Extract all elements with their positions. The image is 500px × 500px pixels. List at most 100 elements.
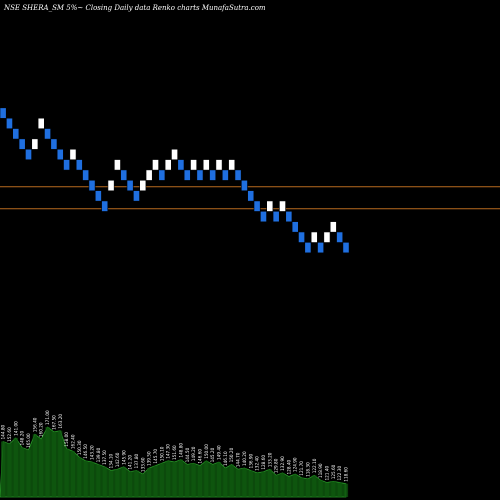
volume-bar-34 (216, 462, 222, 497)
renko-brick-52 (329, 221, 337, 233)
reference-lines (0, 186, 500, 210)
volume-label-42: 133.20 (267, 452, 272, 467)
volume-label-26: 147.30 (166, 444, 171, 459)
volume-label-9: 163.20 (58, 414, 63, 429)
volume-bar-15 (96, 464, 101, 497)
volume-label-48: 118.30 (305, 462, 310, 477)
volume-bar-22 (140, 474, 145, 497)
volume-label-15: 139.80 (96, 447, 101, 462)
volume-label-45: 128.40 (286, 459, 291, 474)
volume-bar-8 (51, 431, 56, 497)
volume-label-22: 133.60 (140, 457, 145, 472)
volume-label-49: 122.10 (312, 458, 317, 473)
volume-bar-54 (343, 483, 349, 497)
volume-bar-30 (191, 463, 196, 497)
volume-bar-39 (248, 470, 253, 497)
volume-label-1: 152.60 (7, 427, 12, 442)
volume-label-2: 141.00 (13, 421, 18, 436)
volume-bar-38 (242, 468, 247, 497)
renko-brick-5 (31, 138, 39, 150)
volume-label-12: 150.30 (77, 440, 82, 455)
volume-label-21: 137.80 (134, 453, 139, 468)
volume-bar-53 (337, 482, 342, 497)
renko-brick-24 (152, 159, 159, 171)
volume-bar-41 (261, 471, 266, 497)
renko-brick-22 (139, 179, 147, 192)
volume-bar-43 (274, 475, 279, 497)
volume-bar-36 (229, 464, 234, 497)
volume-label-11: 162.40 (70, 434, 75, 449)
volume-label-30: 149.20 (191, 446, 196, 461)
volume-label-19: 145.90 (121, 450, 126, 465)
volume-label-3: 148.20 (20, 431, 25, 446)
renko-brick-38 (241, 179, 248, 192)
volume-label-10: 158.00 (64, 432, 69, 447)
renko-brick-31 (196, 169, 204, 181)
renko-brick-8 (50, 138, 58, 150)
renko-brick-25 (158, 169, 166, 181)
volume-bar-28 (178, 459, 183, 497)
volume-panel (0, 426, 349, 498)
volume-bar-1 (7, 443, 12, 497)
volume-label-46: 124.90 (293, 457, 298, 472)
volume-bar-24 (153, 465, 158, 497)
renko-brick-23 (145, 169, 153, 181)
volume-label-50: 118.90 (318, 463, 323, 478)
volume-label-41: 128.60 (261, 455, 266, 470)
renko-brick-19 (120, 169, 128, 181)
volume-bar-33 (210, 464, 215, 497)
volume-label-43: 129.80 (274, 458, 279, 473)
volume-label-44: 132.90 (280, 456, 285, 471)
volume-bar-17 (108, 470, 114, 497)
volume-bar-20 (128, 471, 133, 497)
volume-label-38: 140.20 (242, 451, 247, 466)
renko-brick-53 (336, 231, 344, 243)
volume-label-6: 160.20 (39, 422, 44, 437)
renko-brick-6 (37, 117, 45, 130)
renko-brick-26 (164, 159, 172, 171)
volume-label-13: 146.50 (83, 444, 88, 459)
volume-bar-21 (134, 470, 139, 497)
renko-brick-47 (298, 231, 305, 243)
volume-label-47: 121.70 (299, 461, 304, 476)
volume-label-31: 146.60 (197, 449, 202, 464)
volume-bar-3 (20, 447, 25, 497)
volume-bar-29 (185, 464, 190, 497)
volume-bar-19 (121, 466, 126, 497)
volume-label-25: 150.10 (159, 446, 164, 461)
volume-bar-14 (89, 462, 95, 497)
volume-bar-0 (1, 441, 6, 497)
volume-label-37: 144.70 (236, 452, 241, 467)
volume-bar-16 (102, 466, 107, 497)
renko-brick-2 (12, 128, 20, 140)
renko-brick-7 (44, 128, 51, 140)
renko-brick-37 (234, 169, 242, 181)
renko-brick-33 (209, 169, 217, 181)
volume-bar-13 (83, 460, 88, 497)
renko-brick-20 (126, 179, 134, 192)
volume-bar-37 (235, 469, 241, 497)
renko-brick-15 (94, 190, 102, 202)
volume-label-18: 142.60 (115, 452, 120, 467)
volume-bar-32 (204, 460, 209, 497)
volume-bar-51 (324, 482, 330, 497)
volume-label-39: 136.90 (248, 453, 253, 468)
renko-brick-16 (101, 200, 109, 212)
volume-bar-45 (286, 476, 291, 497)
volume-bar-5 (32, 434, 37, 497)
volume-bar-2 (13, 437, 18, 497)
renko-brick-28 (177, 159, 185, 171)
renko-brick-32 (202, 159, 210, 171)
renko-brick-46 (291, 221, 299, 233)
renko-brick-51 (323, 231, 331, 243)
volume-label-20: 141.20 (128, 455, 133, 470)
renko-brick-49 (310, 231, 318, 243)
volume-bar-48 (305, 478, 310, 497)
volume-bar-6 (39, 439, 44, 497)
volume-label-52: 125.60 (331, 464, 336, 479)
renko-brick-35 (221, 169, 229, 181)
volume-label-17: 134.10 (109, 453, 114, 468)
